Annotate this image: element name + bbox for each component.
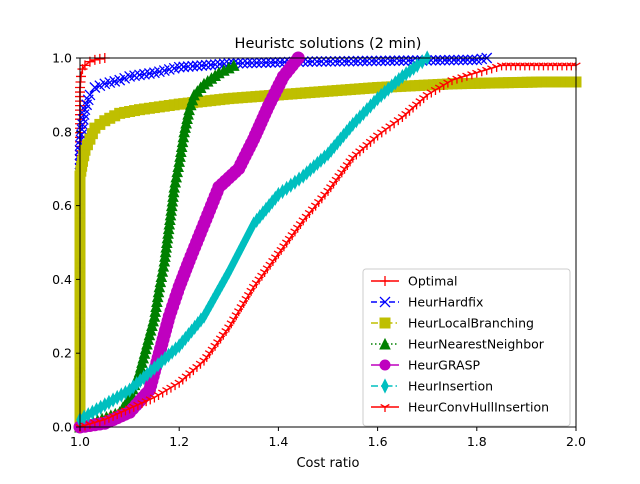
series-marker: [78, 109, 90, 121]
series-marker: [134, 69, 145, 81]
x-tick-label: 1.0: [70, 434, 90, 449]
series-marker: [205, 59, 217, 71]
series-marker: [84, 89, 96, 101]
series-marker: [251, 57, 263, 69]
series-marker: [75, 71, 86, 82]
legend-entry: HeurNearestNeighbor: [371, 337, 545, 352]
series-heurgrasp: [73, 51, 305, 434]
legend-entry: HeurConvHullInsertion: [371, 400, 549, 415]
series-marker: [246, 57, 258, 69]
series-marker: [389, 55, 401, 67]
x-axis-label: Cost ratio: [296, 456, 359, 471]
axes-frame: [79, 57, 577, 428]
series-marker: [191, 60, 203, 72]
series-marker: [94, 53, 105, 64]
y-tick-label: 0.6: [52, 198, 72, 213]
series-marker: [89, 54, 100, 65]
series-marker: [393, 55, 405, 67]
series-marker: [457, 54, 469, 66]
legend-label: HeurNearestNeighbor: [408, 337, 545, 352]
legend-label: HeurGRASP: [408, 358, 481, 373]
series-marker: [393, 117, 403, 126]
series-marker: [124, 70, 136, 82]
series-marker: [385, 123, 395, 132]
legend-label: HeurHardfix: [408, 295, 483, 310]
legend-marker: [380, 403, 390, 412]
series-marker: [430, 54, 442, 66]
series-marker: [269, 56, 281, 68]
series-marker: [453, 54, 464, 66]
series-marker: [241, 57, 253, 69]
x-tick-label: 1.4: [268, 434, 288, 449]
series-marker: [448, 54, 460, 66]
series-marker: [434, 54, 446, 66]
x-tick-label: 2.0: [566, 434, 586, 449]
series-marker: [381, 126, 391, 135]
series-heurnearestneighbor: [74, 59, 240, 433]
y-tick-label: 0.4: [52, 272, 72, 287]
y-tick-label: 0.0: [52, 420, 72, 435]
series-marker: [402, 55, 414, 67]
legend-box: [362, 268, 571, 427]
x-tick-label: 1.2: [169, 434, 189, 449]
series-marker: [389, 120, 399, 129]
series-marker: [178, 61, 190, 73]
legend-label: HeurLocalBranching: [408, 316, 534, 331]
legend: Optimal HeurHardfix HeurLocalBranching Heur…: [362, 268, 571, 427]
y-tick-label: 1.0: [52, 51, 72, 66]
legend-label: HeurConvHullInsertion: [408, 400, 549, 415]
series-marker: [196, 60, 208, 72]
legend-marker: [381, 378, 389, 394]
series-marker: [173, 61, 185, 73]
axes: 1.0 1.2 1.4 1.6 1.8 2.0 0.0 0.2 0.4 0.6 0.8 1.0: [52, 51, 586, 450]
series-marker: [439, 54, 451, 66]
legend-entry: Optimal: [371, 274, 457, 289]
x-tick-label: 1.8: [467, 434, 487, 449]
series-marker: [274, 56, 286, 68]
series-marker: [379, 55, 391, 67]
series-marker: [182, 61, 194, 73]
series-marker: [466, 54, 478, 66]
legend-marker: [379, 296, 391, 308]
series-marker: [255, 57, 267, 69]
legend-marker: [380, 276, 390, 286]
series-marker: [265, 57, 277, 68]
series-marker: [260, 57, 272, 69]
legend-entry: HeurGRASP: [371, 358, 481, 373]
series-heurinsertion: [76, 50, 432, 428]
series-marker: [398, 55, 410, 67]
legend-marker: [379, 359, 391, 371]
legend-marker: [379, 337, 391, 350]
x-tick-label: 1.6: [368, 434, 388, 449]
series-marker: [462, 54, 474, 66]
legend-label: HeurInsertion: [408, 379, 493, 394]
legend-entry: HeurInsertion: [371, 378, 493, 394]
series-heurconvhullinsertion: [75, 62, 581, 432]
series-marker: [187, 60, 199, 72]
series-marker: [139, 68, 150, 80]
legend-label: Optimal: [408, 274, 457, 289]
legend-entry: HeurLocalBranching: [371, 316, 534, 331]
y-tick-label: 0.2: [52, 346, 72, 361]
series-marker: [443, 54, 455, 66]
series-marker: [143, 68, 155, 79]
y-tick-label: 0.8: [52, 124, 72, 139]
chart-title: Heuristc solutions (2 min): [235, 36, 422, 52]
series-marker: [129, 70, 141, 82]
series-marker: [200, 59, 212, 71]
series-marker: [377, 129, 387, 138]
series-marker: [237, 57, 249, 69]
series-marker: [227, 59, 240, 71]
series-marker: [384, 55, 396, 67]
series-marker: [77, 118, 88, 130]
legend-marker: [379, 317, 391, 329]
series-marker: [76, 124, 88, 136]
legend-entry: HeurHardfix: [371, 295, 483, 310]
